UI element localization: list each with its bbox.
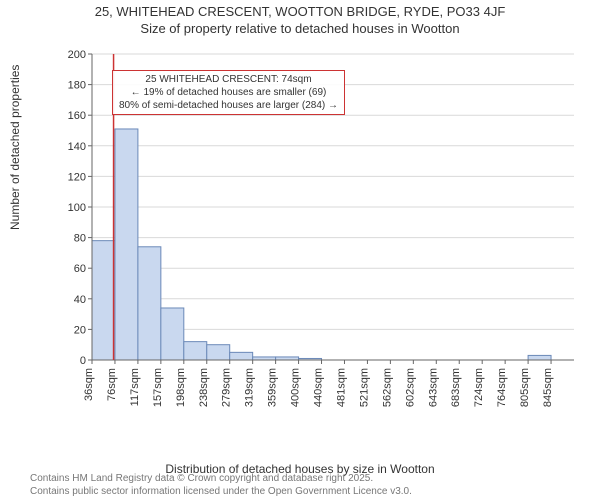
marker-annotation-box: 25 WHITEHEAD CRESCENT: 74sqm← 19% of det…: [112, 70, 345, 115]
svg-text:140: 140: [68, 141, 86, 153]
footer-line1: Contains HM Land Registry data © Crown c…: [30, 473, 412, 486]
svg-text:319sqm: 319sqm: [244, 368, 256, 407]
svg-text:279sqm: 279sqm: [221, 368, 233, 407]
svg-text:643sqm: 643sqm: [427, 368, 439, 407]
svg-text:157sqm: 157sqm: [152, 368, 164, 407]
chart-title-line1: 25, WHITEHEAD CRESCENT, WOOTTON BRIDGE, …: [0, 4, 600, 21]
svg-text:805sqm: 805sqm: [519, 368, 531, 407]
svg-text:845sqm: 845sqm: [542, 368, 554, 407]
svg-text:683sqm: 683sqm: [450, 368, 462, 407]
svg-text:200: 200: [68, 49, 86, 61]
chart-title-block: 25, WHITEHEAD CRESCENT, WOOTTON BRIDGE, …: [0, 0, 600, 38]
svg-text:562sqm: 562sqm: [381, 368, 393, 407]
svg-text:400sqm: 400sqm: [290, 368, 302, 407]
svg-text:440sqm: 440sqm: [313, 368, 325, 407]
footer-line2: Contains public sector information licen…: [30, 486, 412, 499]
svg-text:602sqm: 602sqm: [404, 368, 416, 407]
svg-text:0: 0: [80, 355, 86, 367]
annotation-line: 25 WHITEHEAD CRESCENT: 74sqm: [119, 73, 338, 86]
svg-text:117sqm: 117sqm: [129, 368, 141, 406]
chart-footer: Contains HM Land Registry data © Crown c…: [30, 473, 412, 498]
svg-text:238sqm: 238sqm: [198, 368, 210, 407]
svg-text:76sqm: 76sqm: [106, 368, 118, 401]
svg-text:100: 100: [68, 202, 86, 214]
annotation-line: ← 19% of detached houses are smaller (69…: [119, 86, 338, 99]
svg-text:481sqm: 481sqm: [335, 368, 347, 407]
svg-text:36sqm: 36sqm: [83, 368, 95, 401]
y-axis-label: Number of detached properties: [8, 65, 22, 230]
svg-text:20: 20: [74, 324, 86, 336]
svg-text:40: 40: [74, 294, 86, 306]
svg-text:120: 120: [68, 171, 86, 183]
svg-text:521sqm: 521sqm: [358, 368, 370, 407]
annotation-line: 80% of semi-detached houses are larger (…: [119, 99, 338, 112]
svg-text:180: 180: [68, 80, 86, 92]
svg-text:198sqm: 198sqm: [175, 368, 187, 407]
svg-text:724sqm: 724sqm: [473, 368, 485, 407]
svg-text:160: 160: [68, 110, 86, 122]
svg-text:80: 80: [74, 233, 86, 245]
svg-text:764sqm: 764sqm: [496, 368, 508, 407]
chart-area: 0 20 40 60 80 100 120 140 160 180 200 36sqm 76sqm 117…: [60, 48, 580, 418]
svg-text:359sqm: 359sqm: [267, 368, 279, 407]
svg-text:60: 60: [74, 263, 86, 275]
chart-title-line2: Size of property relative to detached ho…: [0, 21, 600, 38]
